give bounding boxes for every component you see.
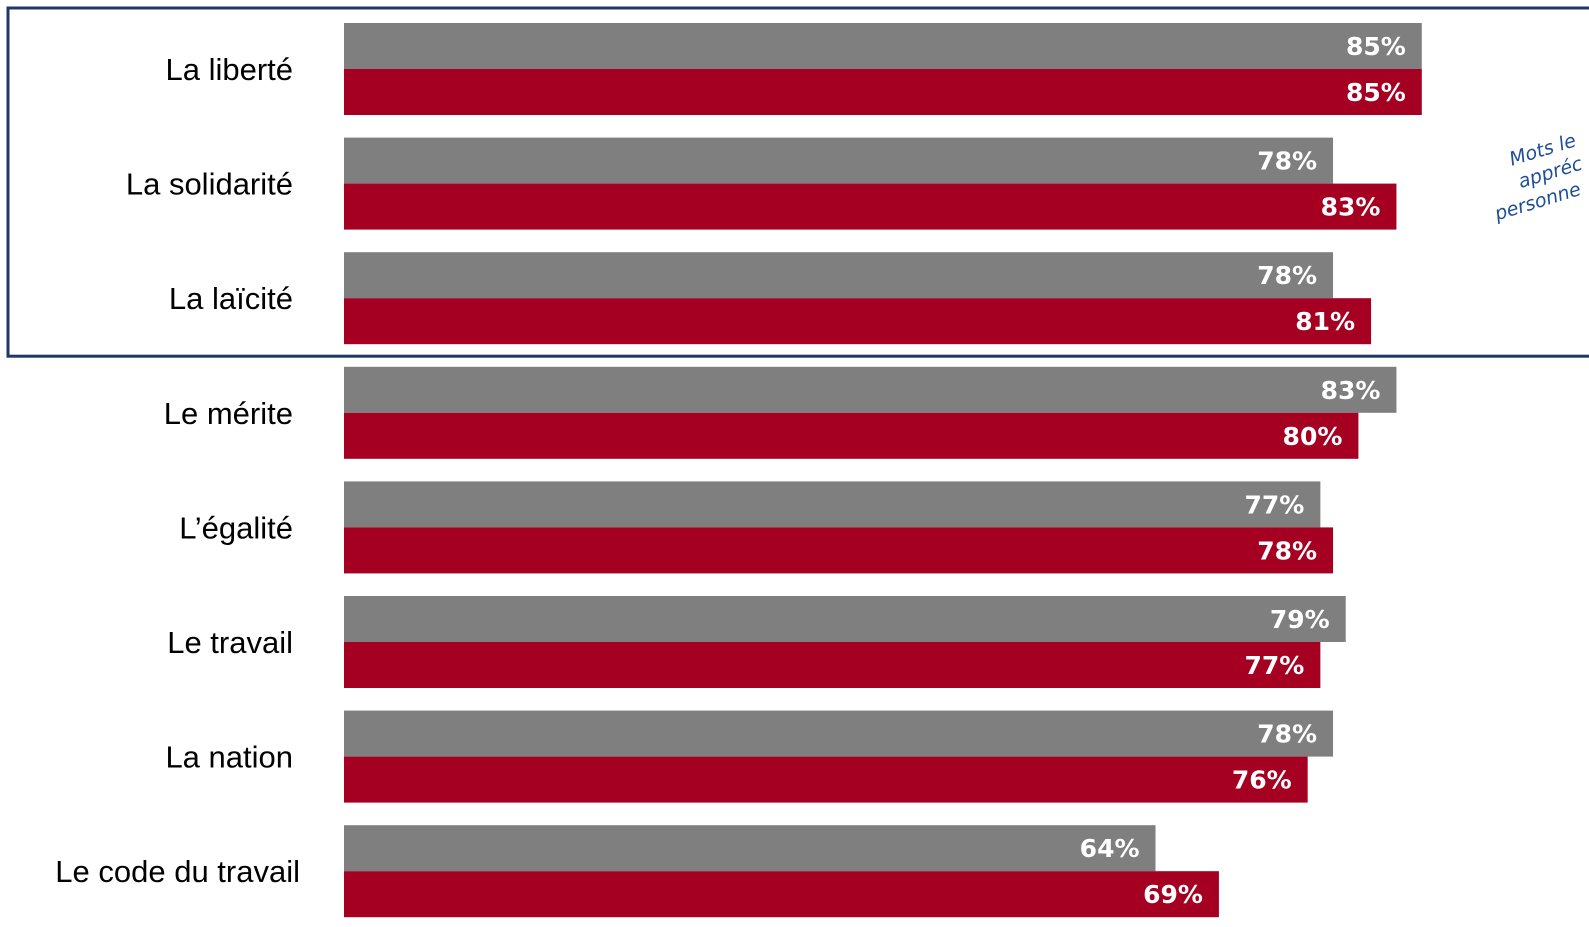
bar-grey xyxy=(344,710,1334,757)
value-label: 83% xyxy=(1321,376,1381,405)
highlight-box xyxy=(6,6,1589,358)
bar-grey xyxy=(344,366,1397,413)
bar-red xyxy=(344,527,1334,574)
category-label: Le mérite xyxy=(164,396,293,431)
bar-grey xyxy=(344,252,1334,299)
category-label: Le travail xyxy=(167,625,293,660)
annotation: Mots leapprécpersonne xyxy=(1477,130,1589,226)
value-label: 78% xyxy=(1257,536,1317,565)
value-label: 76% xyxy=(1232,766,1292,795)
bar-grey xyxy=(344,137,1334,184)
category-label: La solidarité xyxy=(126,167,293,202)
category-label: L’égalité xyxy=(179,510,293,545)
value-label: 69% xyxy=(1143,880,1203,909)
value-label: 77% xyxy=(1245,490,1305,519)
value-label: 80% xyxy=(1283,422,1343,451)
bar-red xyxy=(344,871,1219,918)
value-label: 85% xyxy=(1346,32,1406,61)
bar-grey xyxy=(344,596,1346,642)
value-label: 79% xyxy=(1270,605,1330,634)
value-label: 78% xyxy=(1257,147,1317,176)
bar-grey xyxy=(344,23,1422,69)
bar-red xyxy=(344,183,1397,230)
bar-grey xyxy=(344,481,1321,528)
annotation-text: Mots leapprécpersonne xyxy=(1477,130,1589,226)
value-label: 83% xyxy=(1321,193,1381,222)
value-label: 77% xyxy=(1245,651,1305,680)
category-label: La nation xyxy=(165,740,293,775)
value-label: 64% xyxy=(1080,834,1140,863)
bar-red xyxy=(344,412,1359,459)
bars: 85%85%78%83%78%81%83%80%77%78%79%77%78%7… xyxy=(344,23,1422,918)
bar-grey xyxy=(344,825,1156,872)
bar-red xyxy=(344,642,1321,688)
bar-red xyxy=(344,756,1308,803)
category-label: La laïcité xyxy=(169,281,293,316)
value-label: 81% xyxy=(1295,307,1355,336)
value-label: 85% xyxy=(1346,78,1406,107)
category-label: Le code du travail xyxy=(55,854,300,889)
bar-red xyxy=(344,69,1422,115)
value-label: 78% xyxy=(1257,720,1317,749)
category-labels: La liberté La solidarité La laïcité Le méri… xyxy=(55,52,300,889)
category-label: La liberté xyxy=(165,52,293,87)
value-label: 78% xyxy=(1257,261,1317,290)
bar-red xyxy=(344,298,1372,345)
